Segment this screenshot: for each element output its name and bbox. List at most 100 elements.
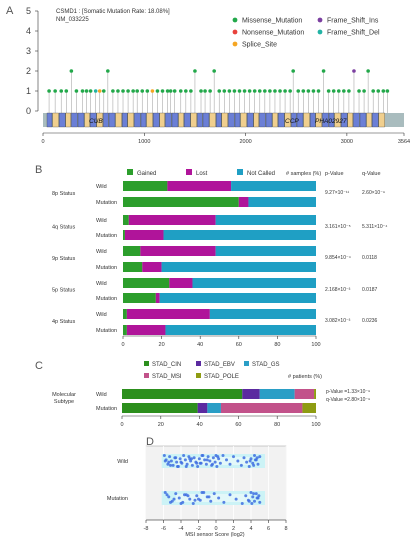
msi-dot <box>165 493 169 497</box>
mutation-dot <box>357 89 361 93</box>
msi-dot <box>197 497 200 501</box>
msi-dot <box>168 455 172 459</box>
mutation-dot <box>217 89 222 93</box>
ccp-domain <box>134 112 141 128</box>
mutation-dot <box>93 89 98 93</box>
cnv-bar-lost <box>238 197 249 207</box>
msi-dot <box>169 463 172 467</box>
legend-label: Frame_Shift_Del <box>327 30 380 37</box>
msi-dot <box>253 499 256 503</box>
msi-dot <box>192 456 196 460</box>
mutation-dot <box>203 89 207 93</box>
cub-domain <box>366 112 372 128</box>
mutation-dot <box>381 89 386 93</box>
mutation-dot <box>74 89 79 93</box>
cnv-bar-gained <box>123 293 156 303</box>
mutation-dot <box>291 69 295 73</box>
msi-dot <box>195 494 199 498</box>
x-tick-label: 80 <box>274 342 280 348</box>
msi-dot <box>162 454 166 457</box>
mutation-dot <box>193 69 197 73</box>
mutation-dot <box>84 89 89 93</box>
ccp-domain <box>108 112 116 128</box>
msi-dot <box>228 462 232 466</box>
mutation-dot <box>64 89 69 93</box>
msi-dot <box>177 496 181 500</box>
cnv-bar-not_called <box>215 246 316 256</box>
legend-label: Missense_Mutation <box>242 18 302 25</box>
cub-domain <box>221 112 228 128</box>
msi-dot <box>208 459 212 463</box>
cnv-bar-gained <box>123 325 127 335</box>
cub-domain <box>303 112 310 128</box>
mutation-dot <box>273 89 277 93</box>
mutation-dot <box>352 69 356 73</box>
legend-label: STAD_POLE <box>204 374 239 380</box>
mutation-dot <box>257 89 262 93</box>
subtype-segment <box>122 389 243 399</box>
q-value: 5.311×10⁻⁴ <box>362 224 387 230</box>
x-tick-label: 40 <box>197 422 203 428</box>
mutation-dot <box>283 89 287 93</box>
mutation-dot <box>385 89 390 93</box>
box-band <box>175 457 251 465</box>
mutation-dot <box>160 89 165 93</box>
msi-dot <box>183 493 186 497</box>
cnv-bar-lost <box>126 325 166 335</box>
mutation-dot <box>316 89 321 93</box>
msi-dot <box>176 465 179 468</box>
x-tick-label: 6 <box>267 526 270 532</box>
mutation-dot <box>126 89 130 93</box>
mutation-dot <box>150 89 155 93</box>
msi-dot <box>169 459 173 463</box>
msi-dot <box>257 494 261 498</box>
cub-domain <box>52 112 59 128</box>
cnv-bar-gained <box>123 197 239 207</box>
mutation-legend: Missense_Mutation Nonsense_Mutation Splice… <box>232 18 380 49</box>
cnv-bar-gained <box>123 278 170 288</box>
row-label: Mutation <box>96 328 117 334</box>
mutation-dot <box>227 89 232 93</box>
x-tick-label: 2 <box>232 526 235 532</box>
y-tick-label: 3 <box>26 46 31 56</box>
cnv-legend: Gained Lost Not Called <box>127 169 275 177</box>
mutation-dot <box>111 89 115 93</box>
mutation-dot <box>165 89 170 93</box>
cub-domain <box>334 112 341 128</box>
msi-dot <box>218 461 222 465</box>
msi-dot <box>179 460 183 464</box>
subtype-x-axis: 0 20 40 60 80 100 <box>120 415 321 428</box>
msi-plot: Wild Mutation -8 -6 -4 -2 0 2 4 6 8 <box>107 445 288 532</box>
msi-dot <box>225 458 228 462</box>
msi-dot <box>250 502 254 505</box>
ccp-domain <box>216 112 222 128</box>
x-tick-label: 1000 <box>138 139 150 145</box>
cub-domain <box>96 112 103 128</box>
x-tick-label: 2000 <box>239 139 251 145</box>
y-tick-label: 5 <box>26 6 31 16</box>
mutation-dot <box>342 89 346 93</box>
x-tick-label: 60 <box>235 422 241 428</box>
ccp-domain <box>310 112 316 128</box>
ccp-domain <box>140 112 147 128</box>
legend-swatch <box>196 361 201 366</box>
y-tick-label: 4 <box>26 26 31 36</box>
msi-dot <box>253 454 256 457</box>
mutation-dot <box>106 69 110 73</box>
protein-x-axis: 0 1000 2000 3000 3564 <box>41 132 410 145</box>
cnv-bar-lost <box>124 230 164 240</box>
msi-dot <box>242 456 246 460</box>
msi-dot <box>253 458 257 462</box>
mutation-dot <box>237 89 242 93</box>
cnv-bar-not_called <box>163 230 316 240</box>
ccp-domain <box>46 112 53 128</box>
legend-swatch <box>127 169 133 175</box>
msi-dot <box>179 502 183 505</box>
legend-swatch <box>196 373 201 378</box>
cnv-bar-gained <box>123 309 127 319</box>
x-tick-label: 100 <box>311 342 320 348</box>
ccp-domain <box>59 112 66 128</box>
x-tick-label: 0 <box>214 526 217 532</box>
lollipop-y-axis: 0 1 2 3 4 5 <box>26 6 39 116</box>
gene-title: CSMD1 : [Somatic Mutation Rate: 18.08%] <box>56 9 170 15</box>
